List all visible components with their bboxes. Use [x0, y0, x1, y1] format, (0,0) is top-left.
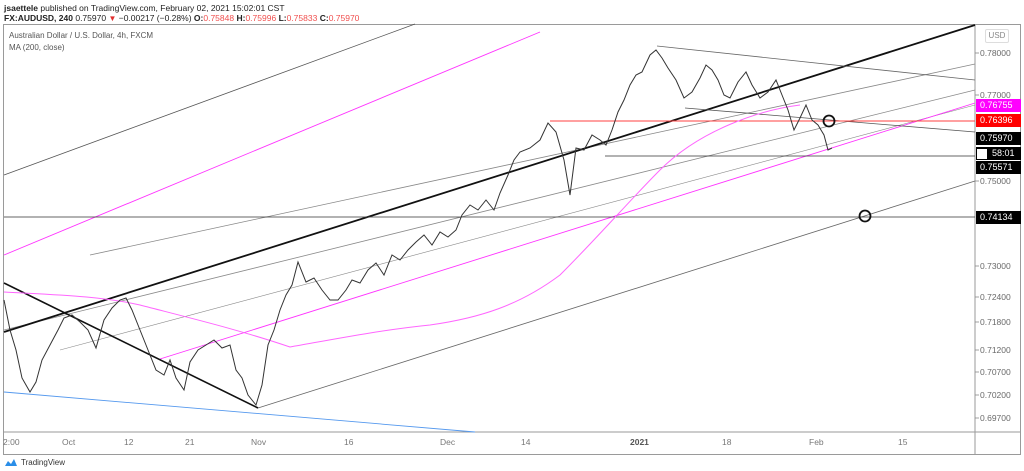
time-tick: Dec: [440, 437, 456, 447]
ma-200-line: [3, 104, 801, 348]
high-label: H:: [236, 13, 246, 23]
change: −0.00217 (−0.28%): [118, 13, 192, 23]
time-tick: 14: [521, 437, 531, 447]
open-label: O:: [193, 13, 204, 23]
chart-legend[interactable]: Australian Dollar / U.S. Dollar, 4h, FXC…: [9, 30, 153, 54]
time-tick-year: 2021: [630, 437, 649, 447]
low-value: 0.75833: [286, 13, 318, 23]
close-label: C:: [319, 13, 329, 23]
legend-title: Australian Dollar / U.S. Dollar, 4h, FXC…: [9, 31, 154, 40]
publish-info: jsaettele published on TradingView.com, …: [4, 3, 285, 13]
time-tick: Nov: [251, 437, 267, 447]
publisher-name[interactable]: jsaettele: [4, 3, 39, 13]
magenta-level-tag: 0.76755: [976, 99, 1021, 112]
tradingview-brand[interactable]: TradingView: [4, 458, 65, 467]
price-tick: 0.69700: [980, 413, 1011, 423]
annotation-circles[interactable]: [822, 114, 872, 223]
time-tick: 16: [344, 437, 354, 447]
down-arrow-icon: ▼: [108, 14, 117, 23]
open-value: 0.75848: [203, 13, 235, 23]
time-tick: 15: [898, 437, 908, 447]
legend-indicator[interactable]: MA (200, close): [9, 43, 65, 52]
tradingview-logo-icon: [5, 459, 17, 466]
countdown-swatch: [977, 149, 987, 159]
time-tick: 18: [722, 437, 732, 447]
low-label: L:: [278, 13, 287, 23]
time-tick: Oct: [62, 437, 76, 447]
price-tick: 0.78000: [980, 48, 1011, 58]
chart-pane[interactable]: [3, 24, 1021, 455]
circle-marker-upper: [822, 114, 836, 128]
last-price: 0.75970: [75, 13, 107, 23]
horizontal-levels[interactable]: [4, 120, 975, 218]
price-tick: 0.71200: [980, 345, 1011, 355]
time-tick: 21: [185, 437, 195, 447]
price-tick: 0.72400: [980, 292, 1011, 302]
last-price-tag: 0.75970: [976, 132, 1021, 145]
brand-name: TradingView: [21, 458, 66, 467]
price-tick: 0.70200: [980, 390, 1011, 400]
currency-button[interactable]: USD: [985, 29, 1009, 43]
target-level-tag: 0.74134: [976, 211, 1021, 224]
price-tick: 0.77000: [980, 90, 1011, 100]
symbol: FX:AUDUSD, 240: [4, 13, 73, 23]
price-tick: 0.75000: [980, 176, 1011, 186]
support-level-tag: 0.75571: [976, 161, 1021, 174]
red-level-tag: 0.76396: [976, 114, 1021, 127]
circle-marker-lower: [858, 209, 872, 223]
time-tick: Feb: [809, 437, 824, 447]
symbol-info: FX:AUDUSD, 240 0.75970 ▼ −0.00217 (−0.28…: [4, 13, 359, 23]
countdown-tag: 58:01: [976, 147, 1021, 160]
time-tick: 12: [124, 437, 134, 447]
price-tick: 0.73000: [980, 261, 1011, 271]
close-value: 0.75970: [328, 13, 360, 23]
channel-lines[interactable]: [3, 23, 976, 433]
high-value: 0.75996: [245, 13, 277, 23]
price-tick: 0.70700: [980, 367, 1011, 377]
price-tick: 0.71800: [980, 317, 1011, 327]
price-series: [3, 49, 833, 407]
published-text: published on TradingView.com, February 0…: [40, 3, 285, 13]
time-tick: 2:00: [3, 437, 20, 447]
